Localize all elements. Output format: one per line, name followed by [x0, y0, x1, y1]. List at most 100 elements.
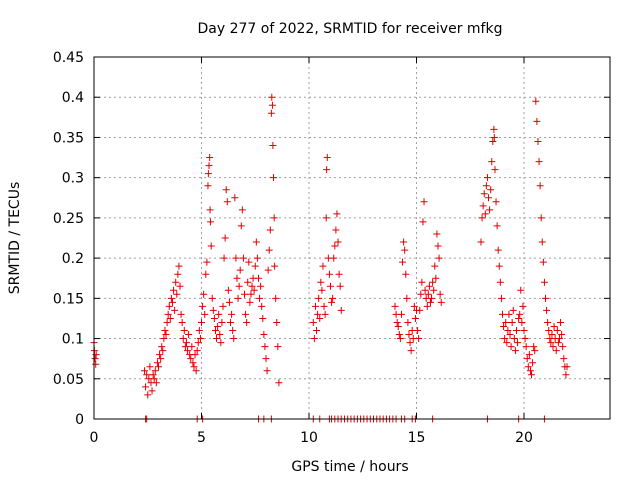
data-point — [437, 298, 445, 306]
data-point — [530, 343, 538, 351]
data-point — [204, 182, 212, 190]
data-point — [335, 270, 343, 278]
data-point — [514, 339, 522, 347]
data-point — [214, 322, 222, 330]
data-point — [532, 97, 540, 105]
data-point — [251, 262, 259, 270]
y-tick-label: 0.2 — [62, 251, 84, 267]
data-point — [525, 351, 533, 359]
data-point — [562, 371, 570, 379]
y-axis-label: SRMTID / TECUs — [7, 182, 23, 295]
data-point — [433, 230, 441, 238]
data-point — [318, 286, 326, 294]
data-point — [499, 310, 506, 318]
data-point — [142, 383, 150, 391]
data-point — [492, 198, 500, 206]
y-tick-label: 0.05 — [53, 372, 84, 388]
data-point — [269, 141, 277, 149]
data-point — [179, 335, 187, 343]
data-point — [256, 294, 264, 302]
data-point — [511, 347, 519, 355]
data-point — [161, 327, 169, 335]
data-point — [267, 109, 275, 117]
data-point — [215, 310, 223, 318]
y-tick-label: 0.1 — [62, 332, 84, 348]
data-point — [540, 278, 548, 286]
data-point — [426, 298, 434, 306]
data-point — [243, 318, 251, 326]
data-point — [502, 318, 510, 326]
data-point — [401, 246, 409, 254]
data-point — [141, 367, 149, 375]
data-point — [517, 286, 525, 294]
data-point — [268, 93, 276, 101]
y-tick-label: 0.25 — [53, 211, 84, 227]
data-point — [234, 294, 242, 302]
data-point — [522, 343, 530, 351]
data-point — [180, 327, 188, 335]
data-point — [503, 339, 511, 347]
data-point — [254, 274, 262, 282]
data-point — [405, 331, 413, 339]
data-point — [246, 298, 254, 306]
data-point — [420, 198, 428, 206]
data-point — [512, 327, 520, 335]
data-point — [400, 238, 408, 246]
data-point — [203, 258, 211, 266]
data-point — [206, 206, 214, 214]
data-point — [419, 218, 427, 226]
data-points — [90, 93, 571, 423]
data-point — [545, 327, 553, 335]
data-point — [404, 318, 412, 326]
data-point — [490, 125, 498, 133]
data-point — [151, 367, 159, 375]
data-point — [411, 314, 419, 322]
data-point — [331, 242, 339, 250]
axis-ticks: 0 0.05 0.1 0.15 0.2 0.25 0.3 0.35 0.4 0.45 0 5 10 15 2… — [53, 50, 610, 446]
data-point — [152, 379, 160, 387]
data-point — [171, 306, 179, 314]
data-point — [206, 154, 214, 162]
data-point — [231, 194, 239, 202]
data-point — [397, 310, 405, 318]
data-point — [543, 306, 551, 314]
data-point — [201, 310, 209, 318]
data-point — [166, 314, 174, 322]
data-point — [157, 355, 165, 363]
data-point — [399, 258, 407, 266]
data-point — [414, 327, 422, 335]
data-point — [223, 198, 231, 206]
data-point — [213, 335, 221, 343]
data-point — [479, 202, 487, 210]
data-point — [560, 355, 568, 363]
data-point — [526, 367, 534, 375]
data-point — [416, 306, 424, 314]
data-point — [548, 331, 556, 339]
data-point — [323, 166, 331, 174]
data-point — [233, 274, 241, 282]
data-point — [487, 186, 495, 194]
data-point — [160, 335, 168, 343]
data-point — [174, 270, 182, 278]
data-point — [521, 335, 529, 343]
data-point — [317, 278, 325, 286]
data-point — [524, 363, 532, 371]
data-point — [190, 363, 198, 371]
data-point — [334, 238, 342, 246]
chart-title: Day 277 of 2022, SRMTID for receiver mfk… — [198, 21, 503, 37]
data-point — [402, 270, 410, 278]
data-point — [309, 318, 317, 326]
data-point — [483, 174, 491, 182]
data-point — [253, 254, 261, 262]
data-point — [235, 282, 243, 290]
data-point — [184, 347, 192, 355]
data-point — [421, 286, 429, 294]
data-point — [523, 355, 531, 363]
data-point — [559, 343, 567, 351]
data-point — [313, 327, 321, 335]
data-point — [257, 282, 265, 290]
data-point — [225, 298, 233, 306]
data-point — [509, 306, 517, 314]
data-point — [158, 343, 166, 351]
data-point — [539, 258, 547, 266]
